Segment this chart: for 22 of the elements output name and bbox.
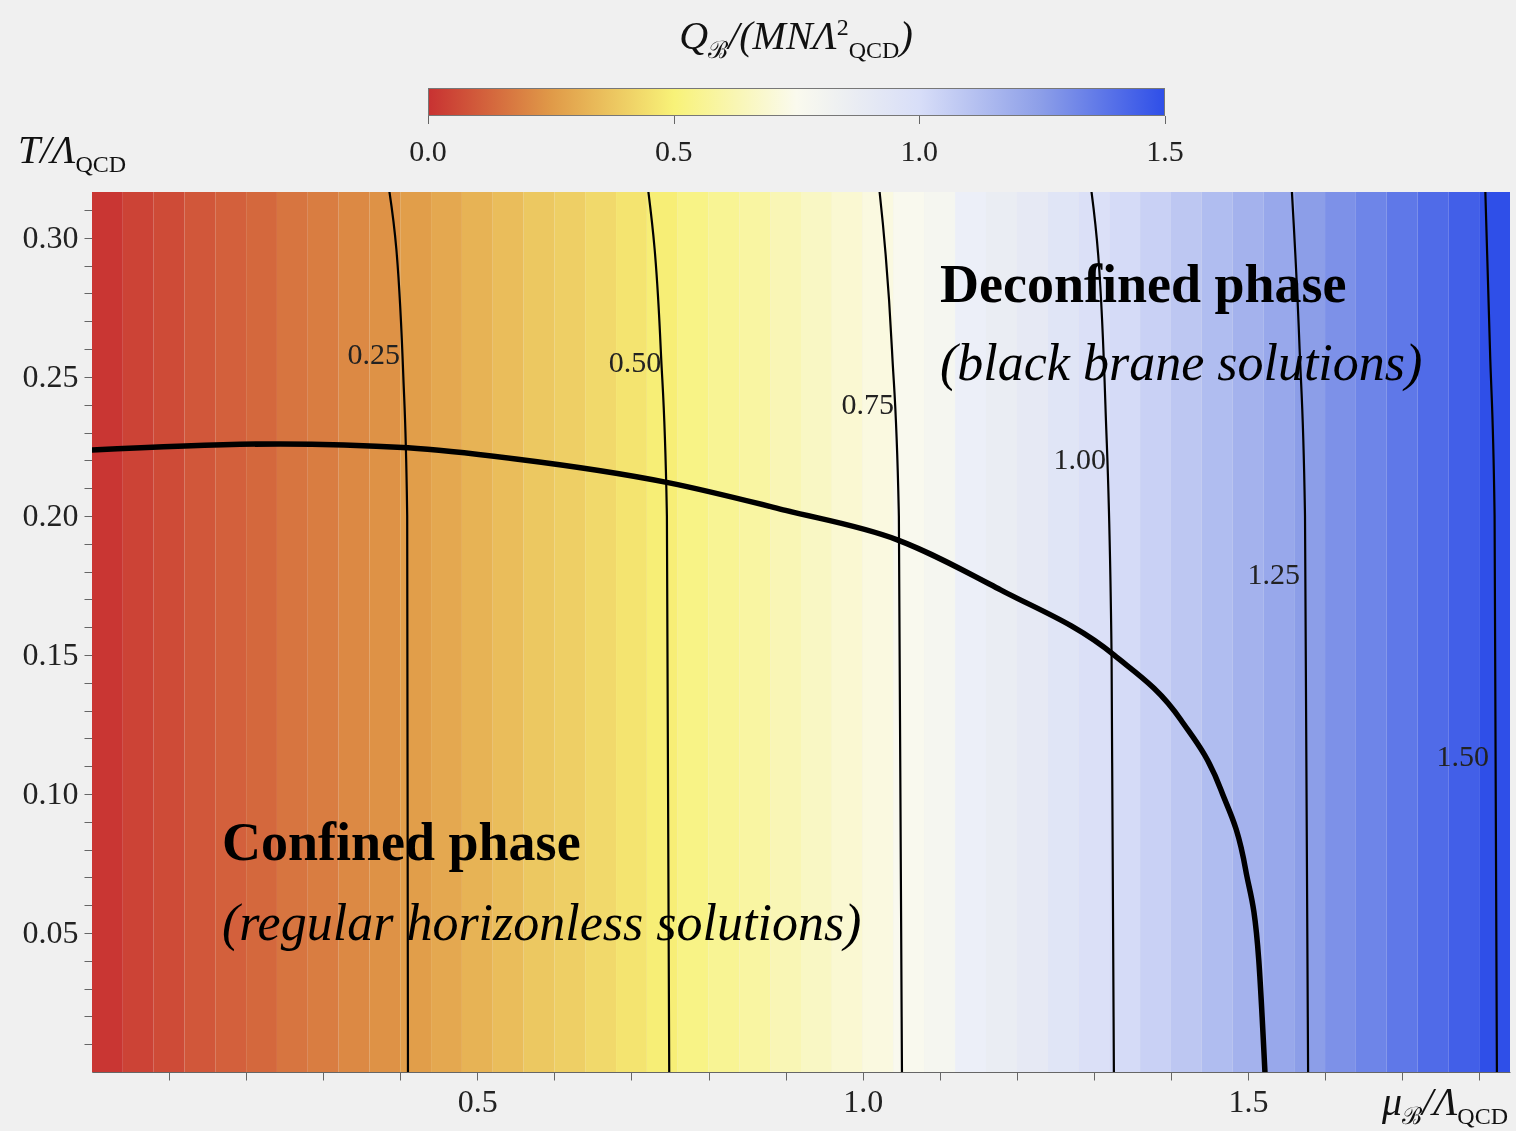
color-bar-title: Q$_{ℬ}$/(MNΛ$^{2}$$_{QCD}$)	[679, 12, 913, 65]
color-bar-label: 1.0	[900, 134, 939, 168]
series-label: 0.25	[347, 337, 400, 370]
y-tick-label: 0.25	[22, 358, 79, 395]
series-label: 1.00	[1053, 442, 1106, 475]
series-label: 1.50	[1436, 739, 1489, 772]
y-axis-title: T/Λ$_{QCD}$	[18, 126, 127, 178]
y-tick-label: 0.15	[22, 636, 79, 673]
y-tick-label: 0.05	[22, 914, 79, 951]
y-tick-label: 0.30	[22, 219, 79, 256]
series-label: 1.25	[1247, 557, 1301, 590]
x-tick-label: 0.5	[457, 1082, 498, 1119]
series-label: 0.50	[608, 345, 662, 378]
color-bar-label: 1.5	[1146, 134, 1184, 168]
y-tick-label: 0.10	[22, 775, 79, 812]
x-axis-title: μ$_{ℬ}$/Λ$_{QCD}$	[1381, 1078, 1508, 1131]
color-bar-label: 0.5	[654, 134, 693, 168]
y-tick-label: 0.20	[22, 497, 79, 534]
color-bar-label: 0.0	[409, 134, 447, 168]
x-tick-label: 1.5	[1228, 1082, 1269, 1119]
x-tick-label: 1.0	[843, 1082, 884, 1119]
series-label: 0.75	[841, 387, 894, 420]
